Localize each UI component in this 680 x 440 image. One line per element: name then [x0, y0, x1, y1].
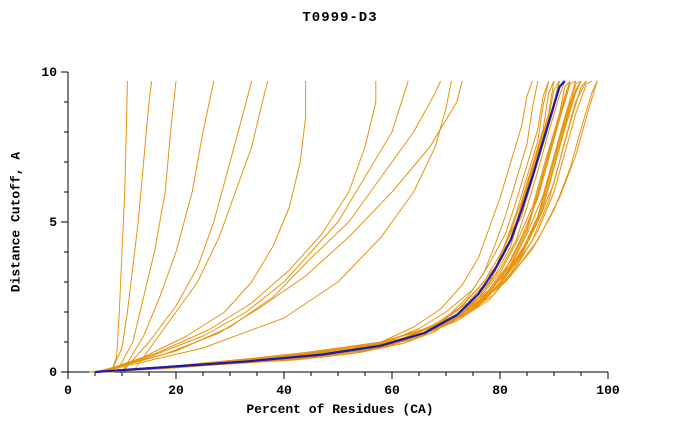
model-curve — [116, 80, 177, 373]
model-curve — [89, 80, 550, 373]
model-curve — [121, 80, 215, 373]
model-curve — [100, 80, 566, 373]
y-tick-label: 0 — [49, 365, 57, 380]
model-curve — [89, 80, 539, 373]
model-curve — [94, 80, 576, 373]
model-curve — [100, 80, 442, 373]
model-curve — [100, 80, 409, 373]
highlighted-model-curve — [94, 80, 566, 374]
model-curve — [111, 80, 598, 373]
model-curve — [94, 80, 571, 373]
model-curve — [89, 80, 533, 373]
x-tick-label: 40 — [276, 383, 292, 398]
model-curve — [94, 80, 550, 373]
x-tick-label: 60 — [384, 383, 400, 398]
tick-labels: 0 20 40 60 80 100 0 5 10 — [41, 65, 620, 398]
model-curve — [132, 80, 269, 373]
model-curve — [94, 80, 577, 373]
model-curve — [110, 80, 128, 373]
model-curve — [89, 80, 560, 373]
model-curves — [89, 80, 598, 373]
x-tick-label: 20 — [168, 383, 184, 398]
model-curve — [100, 80, 571, 373]
axes — [61, 71, 609, 379]
model-curve — [100, 81, 307, 373]
model-curve — [121, 80, 253, 373]
x-tick-label: 0 — [64, 383, 72, 398]
model-curve — [94, 80, 463, 373]
model-curve — [100, 80, 571, 373]
model-curve — [111, 80, 598, 373]
y-tick-label: 5 — [49, 215, 57, 230]
model-curve — [100, 80, 582, 373]
chart-title: T0999-D3 — [302, 10, 378, 26]
model-curve — [100, 80, 452, 373]
x-tick-label: 80 — [492, 383, 508, 398]
x-axis-label: Percent of Residues (CA) — [246, 402, 434, 417]
model-curve — [110, 80, 153, 373]
y-tick-label: 10 — [41, 65, 57, 80]
model-curve — [100, 81, 377, 373]
model-curve — [100, 80, 560, 373]
model-curve — [100, 80, 582, 373]
model-curve — [105, 80, 593, 373]
x-tick-label: 100 — [596, 383, 620, 398]
